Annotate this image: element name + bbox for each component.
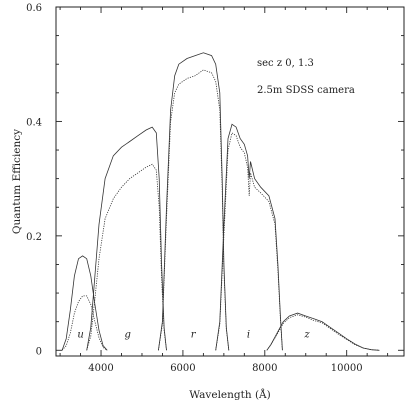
band-label-u: u <box>77 330 83 341</box>
y-axis-title: Quantum Efficiency <box>11 129 23 234</box>
annotation-camera: 2.5m SDSS camera <box>257 85 355 96</box>
band-label-g: g <box>124 330 130 341</box>
x-tick-label: 10000 <box>331 363 363 374</box>
series-u-airmass-0 <box>61 255 108 351</box>
band-label-i: i <box>247 330 250 341</box>
series-i-airmass-1.3 <box>215 132 283 351</box>
y-tick-label: 0.6 <box>26 3 42 14</box>
series-u-airmass-1.3 <box>61 295 108 351</box>
x-tick-label: 8000 <box>252 363 277 374</box>
annotation-sec-z: sec z 0, 1.3 <box>257 58 314 69</box>
series-i-airmass-0 <box>215 123 283 351</box>
y-tick-label: 0.2 <box>26 232 42 243</box>
x-tick-label: 6000 <box>170 363 195 374</box>
series-r-airmass-0 <box>158 52 230 351</box>
y-tick-label: 0.4 <box>26 117 42 128</box>
axes: 4000 6000 8000 10000 0 0.2 0.4 0.6 Wavelength (Å… <box>11 3 405 401</box>
series-r-airmass-1.3 <box>158 69 230 351</box>
band-label-z: z <box>303 330 310 341</box>
series-g-airmass-0 <box>86 126 167 351</box>
series-g-airmass-1.3 <box>86 163 167 351</box>
x-axis-title: Wavelength (Å) <box>189 387 270 401</box>
series-z-airmass-1.3 <box>266 314 380 351</box>
series-z-airmass-0 <box>266 312 380 351</box>
x-tick-label: 4000 <box>88 363 113 374</box>
y-tick-label: 0 <box>36 346 42 357</box>
plot-frame <box>55 6 405 357</box>
curves <box>61 52 380 351</box>
band-label-r: r <box>191 330 197 341</box>
labels: sec z 0, 1.3 2.5m SDSS camera u g r i z <box>77 58 355 341</box>
